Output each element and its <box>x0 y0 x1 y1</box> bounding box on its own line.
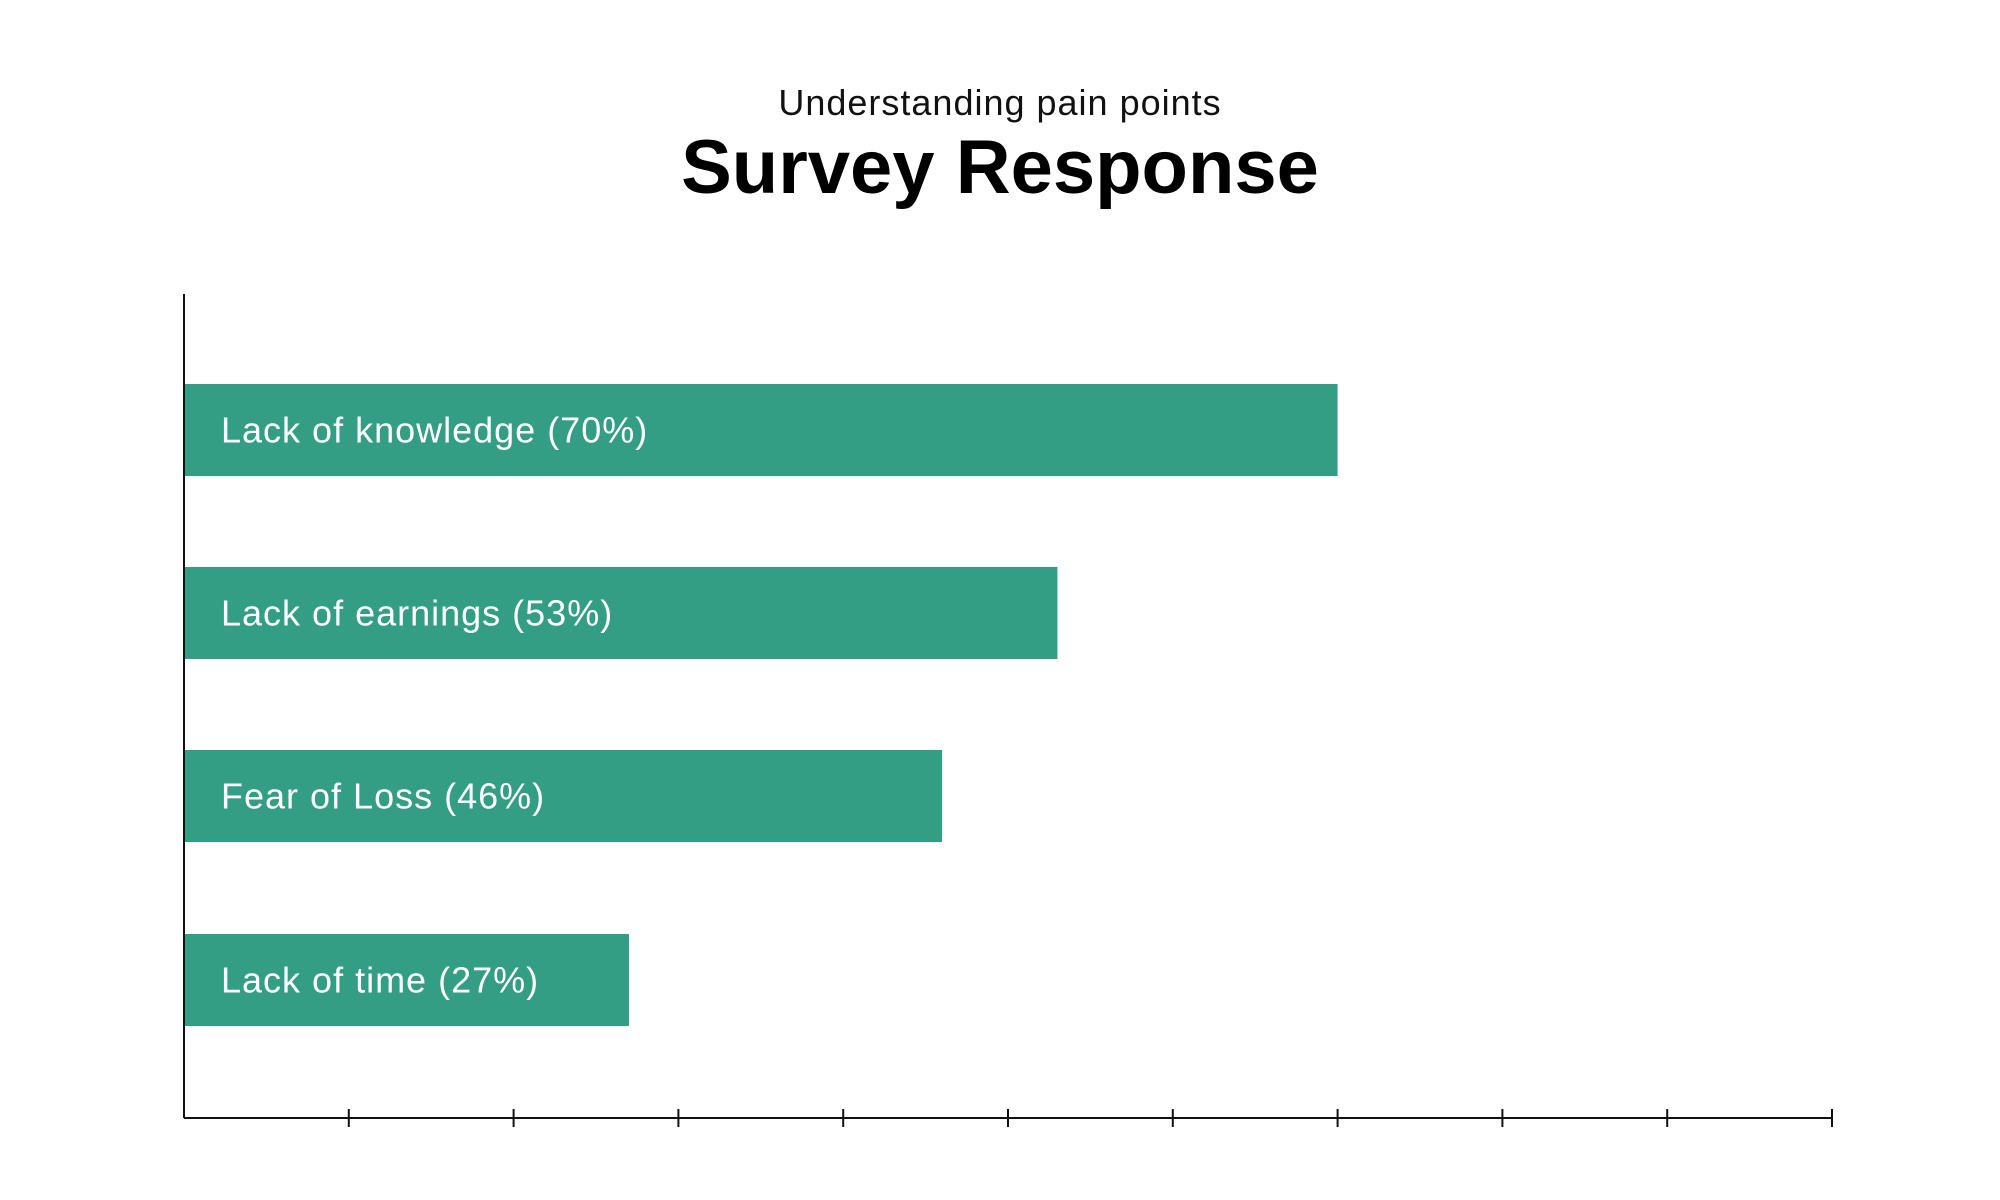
bar-label-1: Lack of earnings (53%) <box>221 593 613 634</box>
bar-3 <box>184 934 629 1026</box>
bar-label-3: Lack of time (27%) <box>221 960 539 1001</box>
bar-1 <box>184 567 1058 659</box>
bar-label-0: Lack of knowledge (70%) <box>221 410 648 451</box>
chart-subtitle: Understanding pain points <box>778 82 1222 123</box>
bar-0 <box>184 384 1338 476</box>
bar-label-2: Fear of Loss (46%) <box>221 776 545 817</box>
chart-title: Survey Response <box>681 125 1319 210</box>
axes-group <box>183 294 1833 1127</box>
bars-group: Lack of knowledge (70%) Lack of earnings … <box>184 384 1338 1026</box>
bar-2 <box>184 750 943 842</box>
